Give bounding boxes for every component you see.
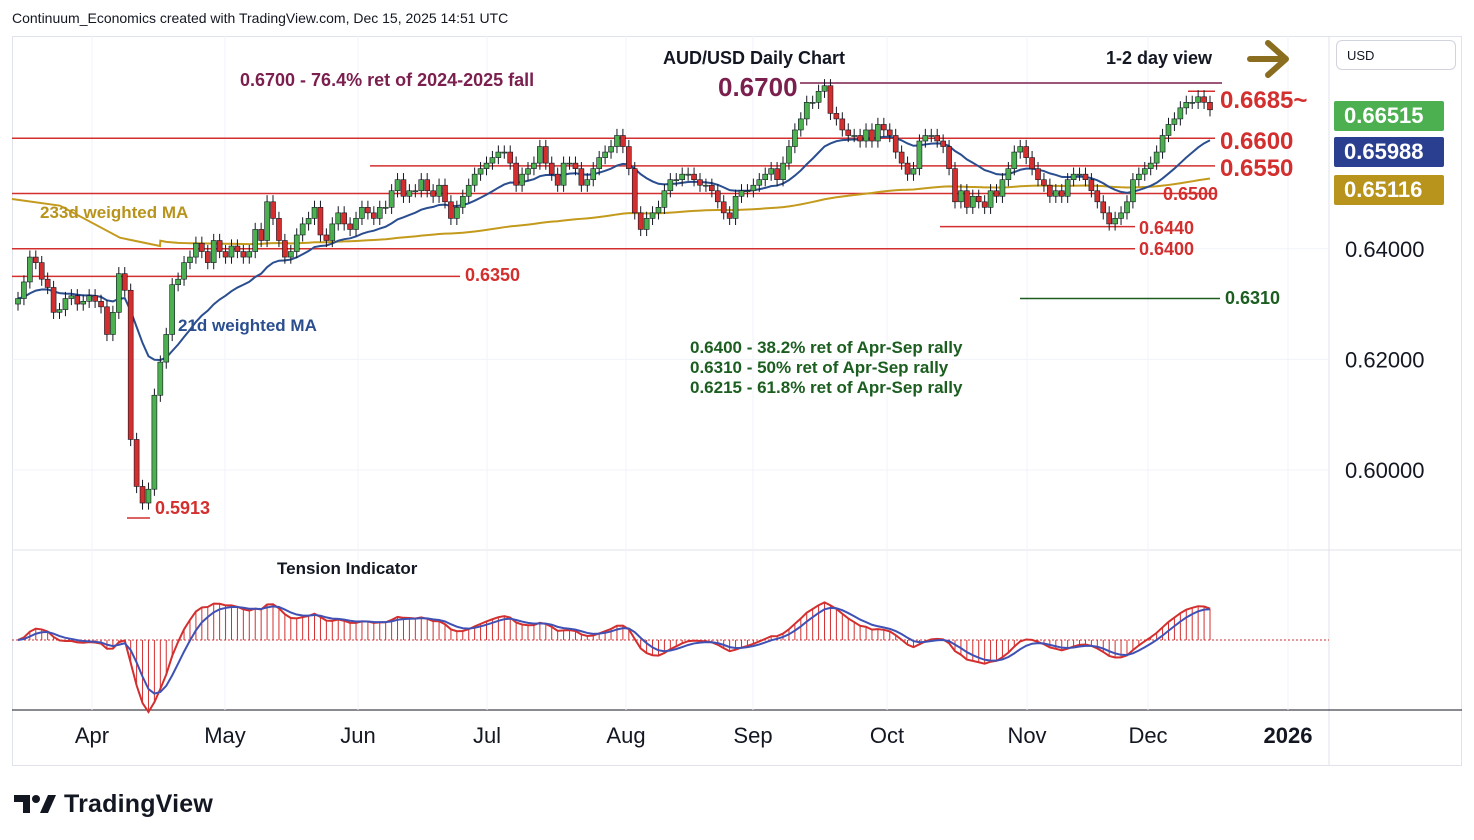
currency-selector[interactable]: USD [1336,40,1456,70]
tradingview-logo[interactable]: TradingView [14,788,213,820]
chart-frame [12,36,1462,766]
tradingview-logo-text: TradingView [64,789,214,818]
last-price-badge: 0.66515 [1334,101,1444,131]
ma233-badge: 0.65116 [1334,175,1444,205]
chart-attribution: Continuum_Economics created with Trading… [12,10,509,26]
tradingview-logo-icon [14,795,56,813]
ma21-badge: 0.65988 [1334,137,1444,167]
